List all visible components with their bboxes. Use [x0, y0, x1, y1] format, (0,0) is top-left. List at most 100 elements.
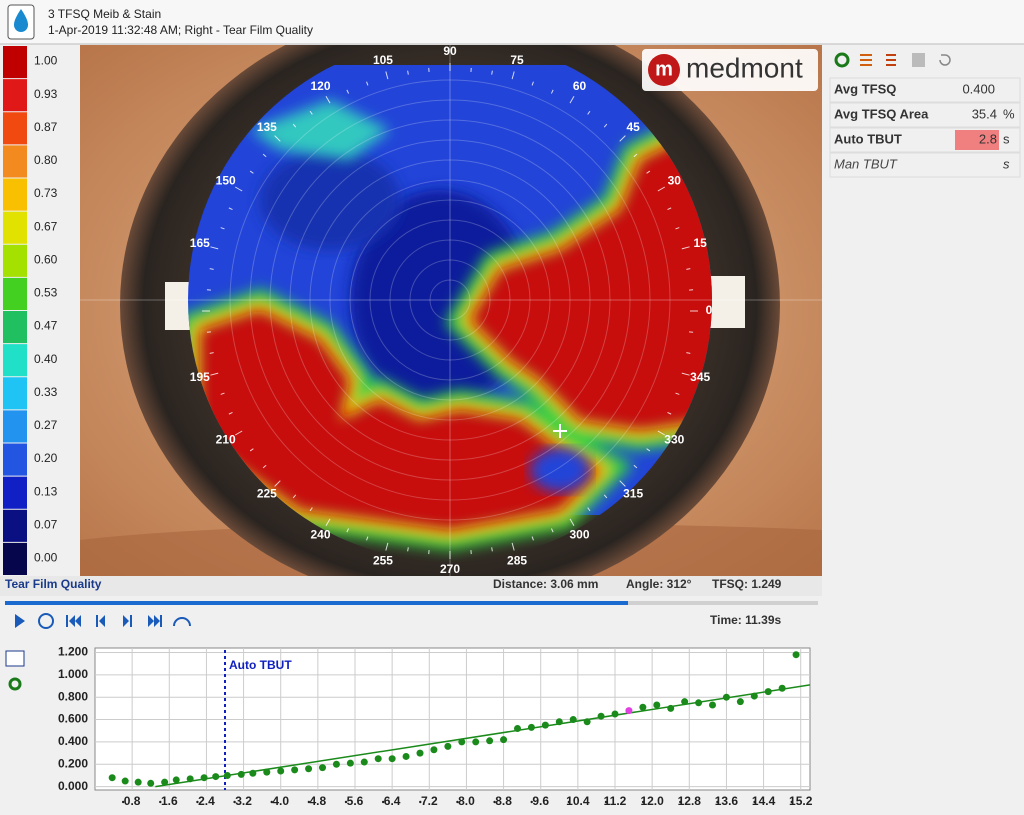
list-button[interactable] [860, 54, 872, 66]
y-tick-label: 0.800 [58, 689, 88, 703]
result-highlight [955, 130, 999, 150]
result-label: Avg TFSQ Area [834, 106, 929, 121]
rings [229, 79, 671, 521]
last-button[interactable] [148, 615, 162, 627]
data-point [161, 778, 169, 786]
angle-labels: 0 15 30 45 60 75 90 105 120 135 150 165 195 210 225 240… [190, 45, 713, 576]
data-point [667, 704, 675, 712]
angle-label: 135 [257, 120, 277, 134]
x-tick-label: 7.2 [421, 794, 438, 808]
x-tick-mark [567, 800, 571, 804]
data-point [458, 738, 466, 746]
angle-tick [491, 70, 493, 75]
scale-swatch [3, 244, 27, 277]
data-point [237, 770, 245, 778]
toolbar [834, 52, 951, 68]
speed-button[interactable] [173, 617, 191, 627]
angle-tick [228, 411, 233, 415]
auto-tbut-label: Auto TBUT [229, 658, 292, 672]
scale-swatch [3, 443, 27, 476]
data-point [108, 774, 116, 782]
data-point [374, 755, 382, 763]
angle-tick [587, 110, 591, 115]
data-point [653, 701, 661, 709]
scale-swatch [3, 79, 27, 112]
angle-tick [675, 227, 680, 230]
logo-box [642, 49, 818, 91]
angle-tick [603, 494, 608, 499]
x-tick-label: 3.2 [235, 794, 252, 808]
results-table: Avg TFSQ 0.400 Avg TFSQ Area 35.4 % Auto TBUT… [829, 77, 1021, 178]
scale-swatch [3, 46, 27, 79]
angle-tick [407, 547, 409, 552]
data-point [263, 768, 271, 776]
y-tick-label: 0.200 [58, 756, 88, 770]
angle-tick [228, 207, 233, 211]
angle-tick [346, 89, 350, 94]
x-tick-label: 9.6 [532, 794, 549, 808]
data-point [200, 774, 208, 782]
y-tick-label: 0.400 [58, 734, 88, 748]
angle-tick [209, 352, 214, 354]
data-point [332, 760, 340, 768]
x-tick-mark [381, 800, 385, 804]
sort-button[interactable] [886, 54, 896, 66]
result-value: 0.400 [962, 81, 995, 96]
scale-label: 0.47 [34, 319, 58, 333]
data-point [402, 752, 410, 760]
angle-tick [249, 448, 254, 452]
scale-label: 0.67 [34, 219, 58, 233]
scale-label: 0.87 [34, 120, 58, 134]
x-tick-mark [679, 800, 682, 804]
logo-mark: m [655, 58, 673, 80]
chart-mode-button[interactable] [5, 650, 25, 667]
angle-tick [667, 207, 672, 211]
scale-label: 0.00 [34, 551, 58, 565]
color-scale: 1.00 0.93 0.87 0.80 0.73 0.67 0.60 0.53 0.47 0.40… [3, 46, 58, 575]
scale-label: 0.27 [34, 418, 58, 432]
x-tick-mark [790, 800, 793, 804]
play-button[interactable] [15, 614, 25, 628]
next-button[interactable] [123, 615, 132, 627]
undo-button[interactable] [939, 54, 951, 66]
x-tick-mark [493, 800, 496, 804]
first-button[interactable] [66, 615, 81, 627]
angle-tick [292, 494, 297, 499]
refresh-button[interactable] [834, 52, 850, 68]
x-tick-label: 0.8 [124, 794, 141, 808]
angle-tick [366, 536, 369, 541]
data-point [639, 703, 647, 711]
x-tick-label: 15.2 [789, 794, 813, 808]
prev-button[interactable] [96, 615, 105, 627]
result-unit: % [1003, 106, 1015, 121]
data-point [764, 688, 772, 696]
data-point [500, 736, 508, 744]
data-point [291, 766, 299, 774]
data-point [695, 699, 703, 707]
angle-tick [491, 547, 493, 552]
x-tick-mark [530, 800, 533, 804]
save-button[interactable] [912, 53, 925, 67]
data-point [681, 698, 689, 706]
angle-tick [587, 507, 591, 512]
loop-button[interactable] [38, 613, 54, 629]
result-value: 35.4 [972, 106, 997, 121]
chart-refresh-button[interactable] [8, 677, 22, 691]
angle-tick [619, 135, 626, 142]
data-point [277, 767, 285, 775]
y-tick-label: 0.600 [58, 712, 88, 726]
angle-tick [550, 528, 554, 533]
result-label: Avg TFSQ [834, 81, 896, 96]
scale-swatch [3, 211, 27, 244]
header-subtitle: 1-Apr-2019 11:32:48 AM; Right - Tear Fil… [48, 23, 313, 37]
scale-label: 0.73 [34, 186, 58, 200]
x-tick-label: 10.4 [566, 794, 590, 808]
data-point [514, 725, 521, 733]
eye-image: 0 15 30 45 60 75 90 105 120 135 150 165 195 210 225 240… [80, 45, 822, 576]
x-tick-label: 12.0 [640, 794, 664, 808]
angle-tick [309, 110, 313, 115]
result-label: Man TBUT [834, 156, 898, 171]
scale-label: 0.60 [34, 252, 58, 266]
player-controls [15, 613, 191, 629]
data-point [486, 737, 494, 745]
